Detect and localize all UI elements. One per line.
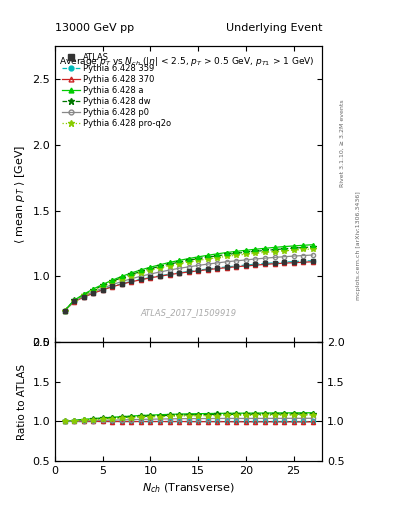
X-axis label: $N_{ch}$ (Transverse): $N_{ch}$ (Transverse) [142, 481, 235, 495]
Text: Average $p_T$ vs $N_{ch}$ ($|\eta|$ < 2.5, $p_T$ > 0.5 GeV, $p_{T1}$ > 1 GeV): Average $p_T$ vs $N_{ch}$ ($|\eta|$ < 2.… [59, 55, 314, 68]
Text: mcplots.cern.ch [arXiv:1306.3436]: mcplots.cern.ch [arXiv:1306.3436] [356, 191, 361, 300]
Text: 13000 GeV pp: 13000 GeV pp [55, 23, 134, 33]
Y-axis label: $\langle$ mean $p_T$ $\rangle$ [GeV]: $\langle$ mean $p_T$ $\rangle$ [GeV] [13, 144, 27, 244]
Y-axis label: Ratio to ATLAS: Ratio to ATLAS [17, 364, 27, 440]
Text: Rivet 3.1.10, ≥ 3.2M events: Rivet 3.1.10, ≥ 3.2M events [340, 99, 345, 187]
Text: Underlying Event: Underlying Event [226, 23, 322, 33]
Text: ATLAS_2017_I1509919: ATLAS_2017_I1509919 [141, 308, 237, 317]
Legend: ATLAS, Pythia 6.428 359, Pythia 6.428 370, Pythia 6.428 a, Pythia 6.428 dw, Pyth: ATLAS, Pythia 6.428 359, Pythia 6.428 37… [59, 50, 174, 131]
